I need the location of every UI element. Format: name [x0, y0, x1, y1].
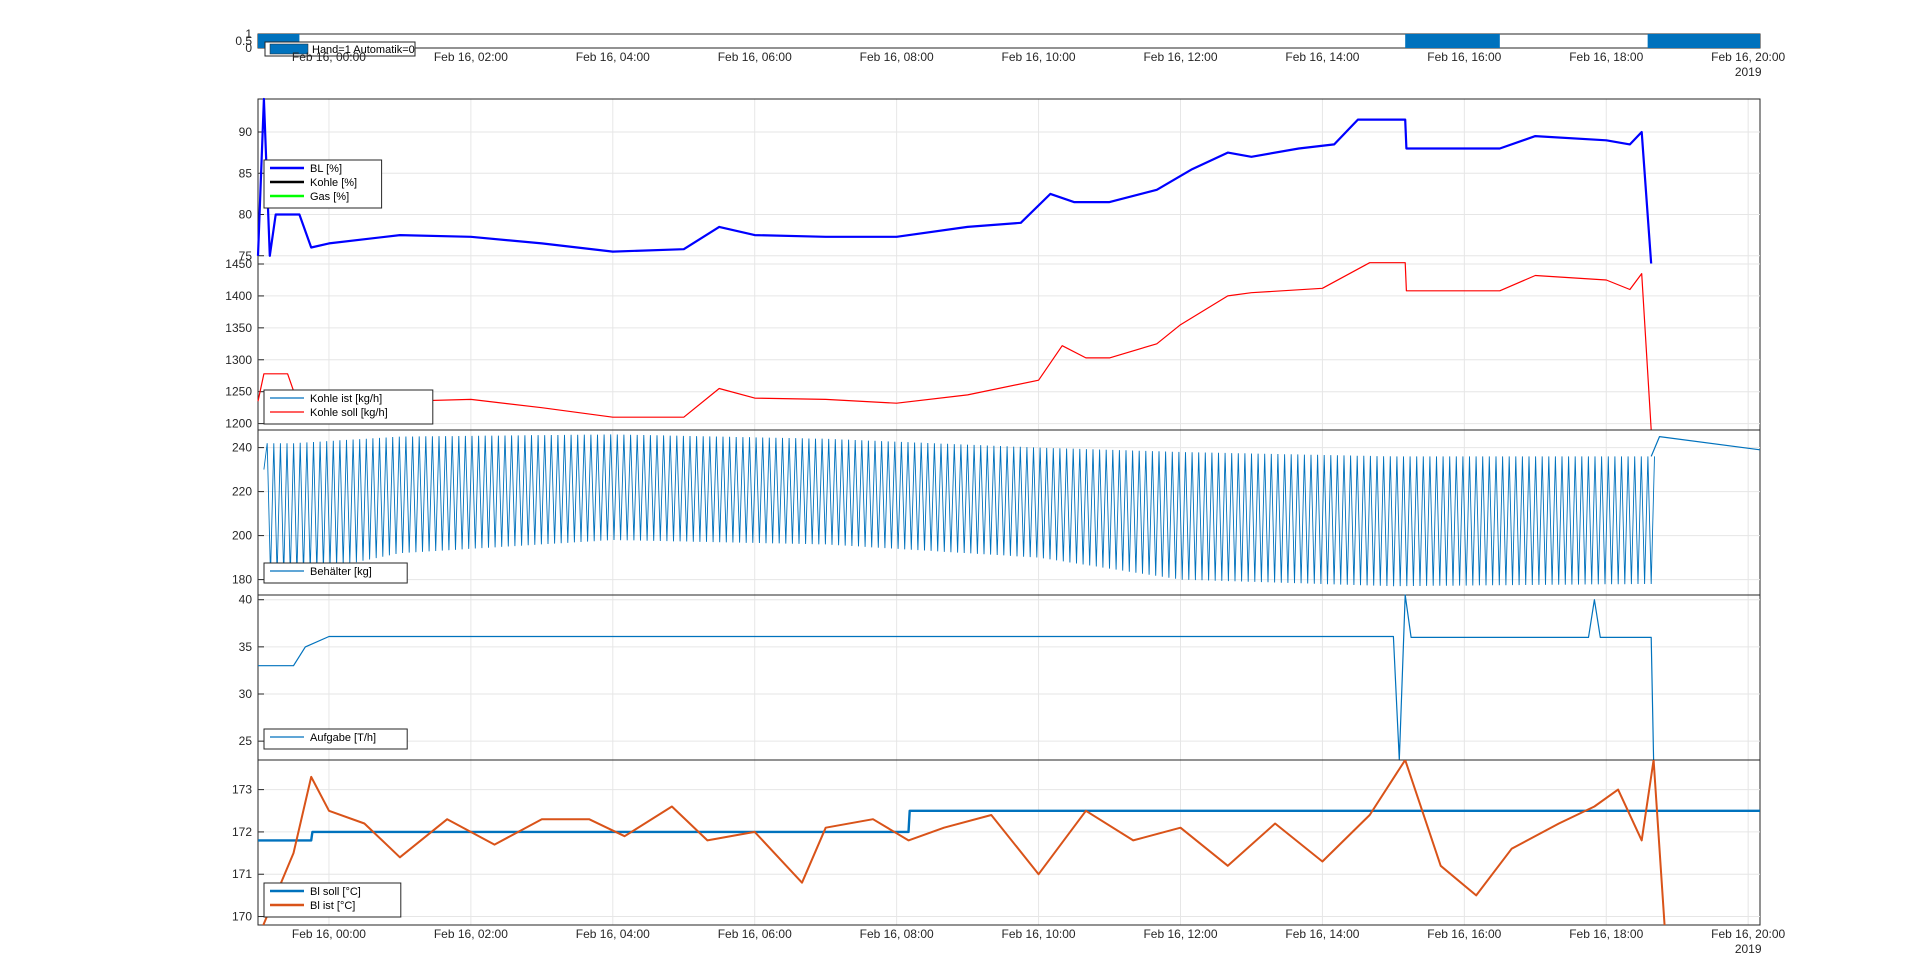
x-tick-label: Feb 16, 06:00: [718, 927, 792, 941]
series-behaelter-line: [263, 434, 1655, 587]
series-kohle-soll-line: [257, 262, 1652, 431]
x-tick-label: Feb 16, 04:00: [576, 927, 650, 941]
x-tick-label: Feb 16, 02:00: [434, 50, 508, 64]
x-tick-label: Feb 16, 14:00: [1285, 927, 1359, 941]
series-aufgabe-line: [258, 594, 1655, 761]
y-tick-label: 220: [232, 485, 252, 499]
panel-4-frame: [257, 594, 1761, 761]
legend-label: Kohle ist [kg/h]: [310, 393, 382, 405]
y-tick-label: 200: [232, 529, 252, 543]
y-tick-label: 172: [232, 825, 252, 839]
x-tick-label: Feb 16, 08:00: [860, 50, 934, 64]
legend-label: Aufgabe [T/h]: [310, 732, 376, 744]
y-tick-label: 1350: [225, 321, 252, 335]
x-tick-label: Feb 16, 20:00: [1711, 50, 1785, 64]
series-bl-ist-line: [262, 760, 1666, 925]
legend-box: [263, 562, 408, 584]
legend-label: Kohle [%]: [310, 177, 357, 189]
x-tick-label: Feb 16, 02:00: [434, 927, 508, 941]
legend-box: [263, 389, 434, 425]
panel-2-frame: [257, 263, 1761, 431]
x-tick-label: Feb 16, 00:00: [292, 50, 366, 64]
y-tick-label: 1400: [225, 289, 252, 303]
y-tick-label: 1250: [225, 385, 252, 399]
y-tick-label: 75: [239, 249, 253, 263]
y-tick-label: 90: [239, 125, 253, 139]
x-tick-label: Feb 16, 16:00: [1427, 927, 1501, 941]
legend-label: Gas [%]: [310, 191, 349, 203]
x-tick-label: Feb 16, 12:00: [1143, 50, 1217, 64]
x-tick-label: Feb 16, 00:00: [292, 927, 366, 941]
panel-5-frame: [257, 759, 1761, 926]
y-tick-label: 0: [245, 41, 252, 55]
y-tick-label: 0.5: [235, 34, 252, 48]
y-tick-label: 1450: [225, 257, 252, 271]
y-tick-label: 1300: [225, 353, 252, 367]
y-tick-label: 1200: [225, 417, 252, 431]
x-tick-label: Feb 16, 10:00: [1002, 927, 1076, 941]
x-tick-label: Feb 16, 08:00: [860, 927, 934, 941]
x-tick-label: Feb 16, 10:00: [1002, 50, 1076, 64]
legend-label: Bl soll [°C]: [310, 886, 361, 898]
legend-swatch: [269, 43, 309, 55]
legend-box: [263, 882, 402, 918]
panel-1-frame: [257, 98, 1761, 265]
legend-label: Hand=1 Automatik=0: [312, 44, 415, 56]
x-tick-label: Feb 16, 18:00: [1569, 50, 1643, 64]
legend-label: Behälter [kg]: [310, 566, 372, 578]
x-tick-label: Feb 16, 16:00: [1427, 50, 1501, 64]
legend-label: Bl ist [°C]: [310, 900, 355, 912]
x-tick-label: Feb 16, 20:00: [1711, 927, 1785, 941]
panel-0-frame: [257, 33, 1761, 49]
y-tick-label: 80: [239, 208, 253, 222]
x-tick-label: Feb 16, 04:00: [576, 50, 650, 64]
y-tick-label: 85: [239, 166, 253, 180]
x-tick-label: Feb 16, 18:00: [1569, 927, 1643, 941]
y-tick-label: 30: [239, 687, 253, 701]
y-tick-label: 1: [245, 27, 252, 41]
y-tick-label: 25: [239, 734, 253, 748]
series-bl-soll-line: [258, 809, 1760, 842]
x-tick-label: Feb 16, 06:00: [718, 50, 792, 64]
mode-bar: [1405, 34, 1500, 48]
series-behaelter-tail: [1650, 436, 1761, 457]
panel-5-plot-area: [258, 760, 1760, 925]
y-tick-label: 40: [239, 593, 253, 607]
y-tick-label: 171: [232, 867, 252, 881]
x-tick-label: Feb 16, 14:00: [1285, 50, 1359, 64]
x-tick-label: Feb 16, 12:00: [1143, 927, 1217, 941]
y-tick-label: 240: [232, 441, 252, 455]
x-year-label: 2019: [1735, 65, 1762, 79]
y-tick-label: 35: [239, 640, 253, 654]
legend-label: BL [%]: [310, 163, 342, 175]
y-tick-label: 173: [232, 783, 252, 797]
mode-bar: [1647, 34, 1760, 48]
series-bl-line: [256, 97, 1653, 265]
y-tick-label: 180: [232, 573, 252, 587]
legend-label: Kohle soll [kg/h]: [310, 407, 388, 419]
y-tick-label: 170: [232, 910, 252, 924]
legend-box: [263, 728, 408, 750]
x-year-label: 2019: [1735, 942, 1762, 956]
